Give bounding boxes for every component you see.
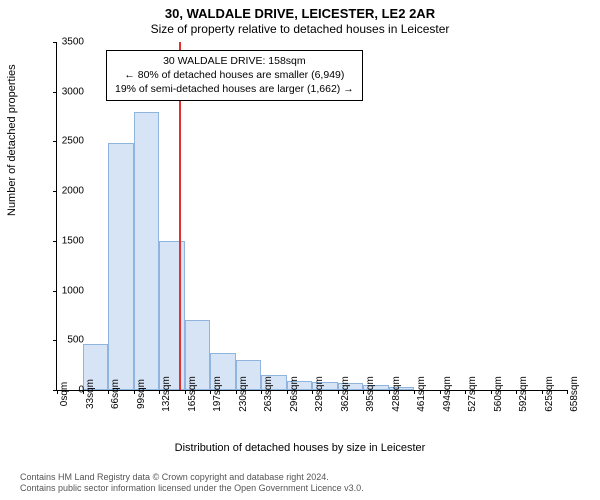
footer-line-2: Contains public sector information licen…	[20, 483, 364, 494]
x-tick-label: 560sqm	[493, 376, 504, 412]
x-tick-label: 33sqm	[85, 379, 96, 409]
y-tick-label: 1000	[48, 285, 84, 296]
x-tick-label: 296sqm	[289, 376, 300, 412]
y-tick-label: 2500	[48, 136, 84, 147]
x-axis-label: Distribution of detached houses by size …	[0, 442, 600, 454]
x-tick-label: 461sqm	[416, 376, 427, 412]
x-tick-mark	[261, 390, 262, 394]
x-tick-mark	[108, 390, 109, 394]
x-tick-mark	[542, 390, 543, 394]
info-box: 30 WALDALE DRIVE: 158sqm ← 80% of detach…	[106, 50, 363, 101]
x-tick-mark	[567, 390, 568, 394]
x-tick-mark	[363, 390, 364, 394]
footer-attribution: Contains HM Land Registry data © Crown c…	[20, 472, 364, 495]
x-tick-mark	[516, 390, 517, 394]
x-tick-mark	[159, 390, 160, 394]
x-tick-label: 362sqm	[340, 376, 351, 412]
x-tick-label: 263sqm	[263, 376, 274, 412]
x-tick-label: 230sqm	[238, 376, 249, 412]
y-tick-label: 2000	[48, 186, 84, 197]
y-tick-label: 3500	[48, 37, 84, 48]
x-tick-label: 329sqm	[314, 376, 325, 412]
info-line-3: 19% of semi-detached houses are larger (…	[115, 82, 354, 96]
x-tick-label: 99sqm	[136, 379, 147, 409]
histogram-bar	[134, 112, 160, 390]
x-tick-mark	[312, 390, 313, 394]
y-tick-label: 500	[48, 335, 84, 346]
x-tick-label: 395sqm	[365, 376, 376, 412]
x-tick-label: 165sqm	[187, 376, 198, 412]
info-line-2: ← 80% of detached houses are smaller (6,…	[115, 68, 354, 82]
x-tick-mark	[491, 390, 492, 394]
x-tick-label: 592sqm	[518, 376, 529, 412]
x-tick-mark	[287, 390, 288, 394]
page-title: 30, WALDALE DRIVE, LEICESTER, LE2 2AR	[0, 0, 600, 21]
x-tick-mark	[465, 390, 466, 394]
histogram-bar	[108, 143, 134, 390]
x-tick-mark	[338, 390, 339, 394]
x-tick-mark	[389, 390, 390, 394]
x-tick-label: 428sqm	[391, 376, 402, 412]
y-tick-label: 3000	[48, 86, 84, 97]
x-tick-mark	[236, 390, 237, 394]
x-tick-label: 527sqm	[467, 376, 478, 412]
x-tick-label: 66sqm	[110, 379, 121, 409]
x-tick-mark	[414, 390, 415, 394]
x-tick-mark	[440, 390, 441, 394]
x-tick-mark	[134, 390, 135, 394]
y-tick-label: 1500	[48, 235, 84, 246]
footer-line-1: Contains HM Land Registry data © Crown c…	[20, 472, 364, 483]
page-subtitle: Size of property relative to detached ho…	[0, 22, 600, 36]
x-tick-mark	[210, 390, 211, 394]
x-tick-label: 0sqm	[59, 382, 70, 406]
x-tick-mark	[185, 390, 186, 394]
y-axis-label: Number of detached properties	[6, 64, 18, 216]
x-tick-label: 132sqm	[161, 376, 172, 412]
x-tick-label: 658sqm	[569, 376, 580, 412]
info-line-1: 30 WALDALE DRIVE: 158sqm	[115, 54, 354, 68]
x-tick-label: 197sqm	[212, 376, 223, 412]
x-tick-label: 494sqm	[442, 376, 453, 412]
x-tick-label: 625sqm	[544, 376, 555, 412]
